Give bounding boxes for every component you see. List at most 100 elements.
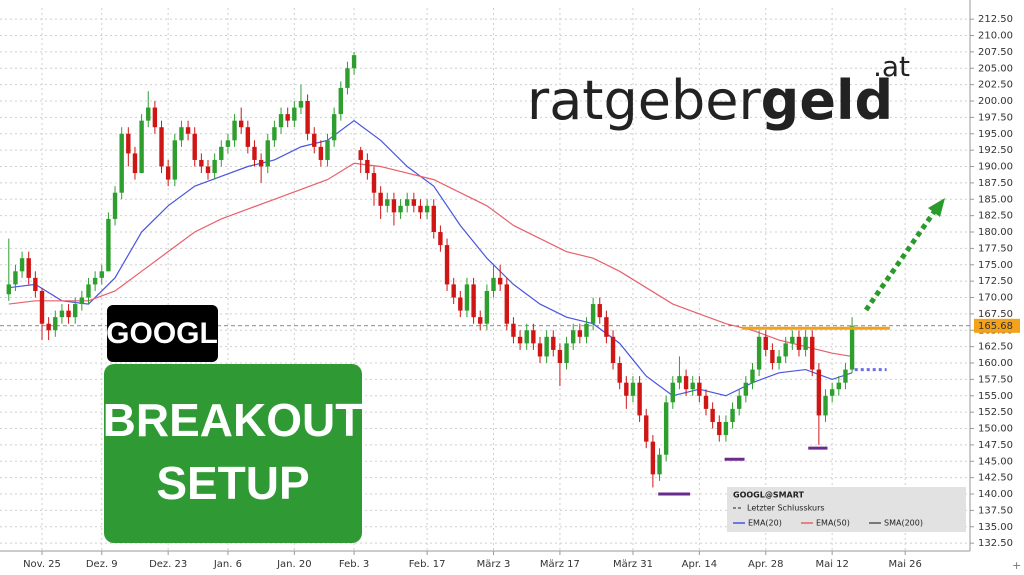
candle-body	[331, 114, 337, 141]
y-tick-label: 210.00	[978, 31, 1013, 42]
candle-body	[790, 336, 795, 344]
last-close-label: 165.68	[978, 321, 1013, 332]
x-tick-label: Feb. 3	[339, 559, 369, 570]
x-tick-label: Mai 12	[815, 559, 848, 570]
candle-body	[385, 199, 390, 206]
candle-body	[597, 304, 602, 318]
candle-body	[571, 330, 576, 344]
candle-body	[484, 290, 490, 324]
arrow-head	[928, 198, 945, 217]
y-tick-label: 192.50	[978, 145, 1013, 156]
candle-body	[756, 336, 762, 370]
candle-body	[650, 441, 656, 475]
candle-body	[73, 304, 78, 318]
legend-box	[727, 487, 966, 532]
y-tick-label: 212.50	[978, 14, 1013, 25]
logo-bold: geld	[761, 69, 893, 132]
candle-body	[312, 133, 317, 147]
y-tick-label: 200.00	[978, 96, 1013, 107]
y-tick-label: 190.00	[978, 162, 1013, 173]
candle-body	[252, 146, 257, 160]
setup-badge-line: SETUP	[156, 457, 309, 509]
candle-body	[730, 408, 735, 422]
candle-body	[829, 389, 835, 396]
x-tick-label: März 3	[477, 559, 511, 570]
candle-body	[245, 127, 251, 147]
candle-body	[478, 317, 483, 324]
candle-body	[298, 101, 304, 108]
candle-body	[272, 127, 277, 141]
y-tick-label: 172.50	[978, 276, 1013, 287]
candle-body	[803, 336, 808, 350]
candle-body	[159, 127, 164, 167]
y-tick-label: 150.00	[978, 424, 1013, 435]
candle-body	[491, 277, 496, 291]
candle-body	[391, 199, 397, 213]
candle-body	[663, 402, 669, 455]
candle-body	[112, 192, 118, 219]
candle-body	[464, 284, 470, 311]
candle-body	[849, 325, 855, 370]
candle-body	[657, 454, 662, 475]
candle-body	[179, 127, 184, 141]
candle-body	[557, 349, 563, 364]
legend-label: SMA(200)	[884, 519, 923, 528]
candle-body	[185, 127, 191, 134]
candle-body	[683, 376, 689, 390]
candle-body	[796, 336, 802, 350]
candle-body	[703, 395, 709, 409]
y-tick-label: 207.50	[978, 47, 1013, 58]
candle-body	[278, 114, 284, 128]
candle-body	[13, 271, 18, 285]
candle-body	[405, 199, 410, 206]
candle-body	[610, 336, 616, 364]
y-tick-label: 170.00	[978, 293, 1013, 304]
candle-body	[431, 205, 436, 233]
y-tick-label: 135.00	[978, 522, 1013, 533]
arrow-shaft	[863, 210, 937, 312]
candle-body	[99, 271, 104, 278]
candle-body	[325, 140, 330, 160]
candle-body	[139, 120, 144, 174]
candle-body	[378, 192, 383, 206]
ma-line	[8, 119, 853, 397]
candle-body	[126, 133, 131, 154]
candle-body	[172, 140, 177, 180]
candle-body	[53, 317, 58, 331]
candle-body	[810, 336, 815, 370]
candle-body	[199, 159, 204, 167]
candle-body	[717, 421, 722, 436]
candle-body	[239, 120, 244, 128]
candle-body	[630, 382, 636, 396]
candle-body	[66, 310, 71, 318]
candle-body	[212, 159, 217, 174]
candle-body	[458, 297, 463, 311]
y-tick-label: 187.50	[978, 178, 1013, 189]
logo-light: ratgeber	[527, 69, 761, 132]
candle-body	[776, 356, 782, 364]
x-tick-label: Apr. 14	[682, 559, 717, 570]
setup-badge-line: BREAKOUT	[103, 394, 364, 446]
plot	[6, 51, 890, 496]
candle-body	[737, 395, 742, 409]
candle-body	[670, 382, 675, 403]
candle-body	[371, 173, 377, 193]
candle-body	[544, 336, 549, 357]
x-tick-label: Mai 26	[888, 559, 921, 570]
candle-body	[590, 304, 596, 324]
candle-body	[258, 159, 264, 167]
candle-body	[637, 382, 642, 416]
candle-body	[750, 369, 755, 383]
candle-body	[358, 150, 363, 160]
candle-body	[418, 205, 423, 213]
y-tick-label: 140.00	[978, 489, 1013, 500]
candle-body	[232, 120, 237, 141]
candle-body	[743, 382, 749, 396]
candle-body	[677, 376, 682, 383]
candle-body	[584, 323, 589, 337]
y-tick-label: 177.50	[978, 243, 1013, 254]
y-tick-label: 167.50	[978, 309, 1013, 320]
y-tick-label: 162.50	[978, 342, 1013, 353]
y-tick-label: 132.50	[978, 538, 1013, 549]
candle-body	[444, 245, 450, 285]
